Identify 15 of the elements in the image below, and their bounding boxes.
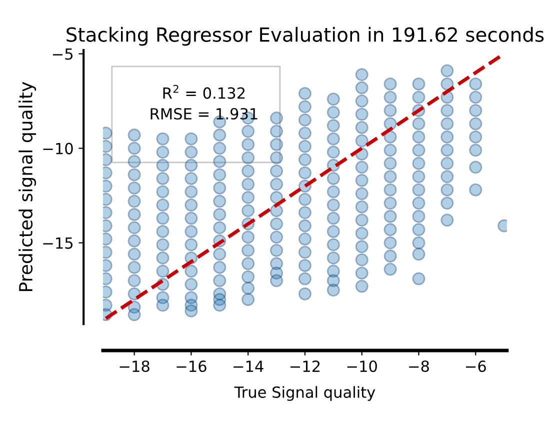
y-tick-label: −10 — [43, 142, 73, 154]
y-tick-label: −15 — [43, 237, 73, 249]
y-axis-title: Predicted signal quality — [18, 82, 36, 291]
x-tick-label: −12 — [290, 360, 320, 372]
x-tick-label: −18 — [120, 360, 150, 372]
x-tick-label: −16 — [176, 360, 206, 372]
x-axis-title: True Signal quality — [234, 386, 376, 401]
annotation: R$^{2}$ = 0.132 — [163, 84, 245, 99]
x-tick-label: −6 — [466, 360, 486, 372]
x-tick-label: −14 — [234, 360, 264, 372]
annotation: RMSE = 1.931 — [150, 108, 258, 120]
x-tick-label: −10 — [347, 360, 377, 372]
y-tick-label: −5 — [52, 48, 73, 60]
x-tick-label: −8 — [409, 360, 429, 372]
chart-title: Stacking Regressor Evaluation in 191.62 seconds — [66, 26, 544, 46]
